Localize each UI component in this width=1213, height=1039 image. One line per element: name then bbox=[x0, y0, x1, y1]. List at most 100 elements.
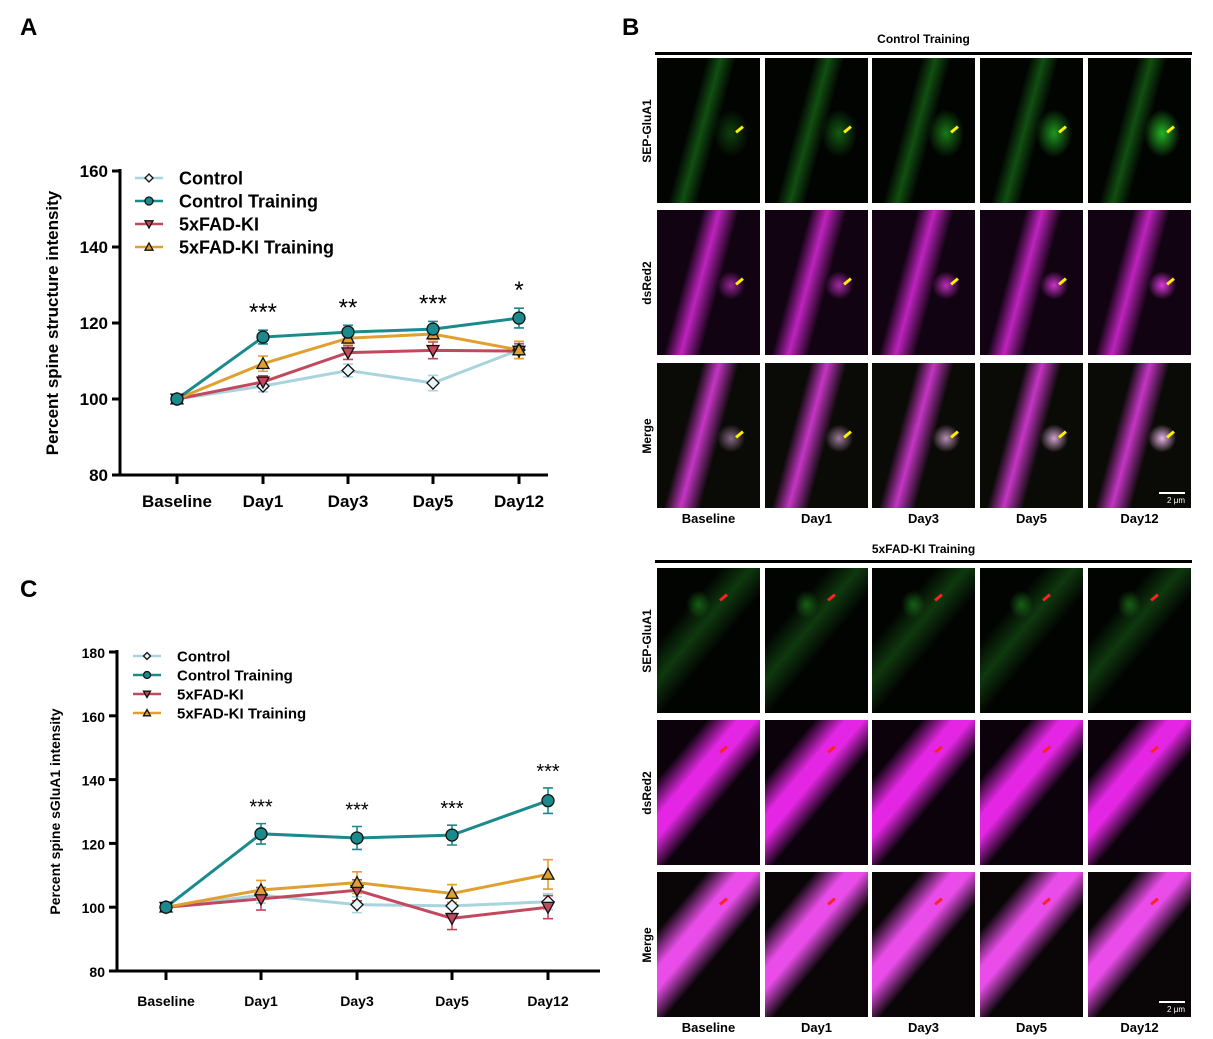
micrograph-tile: 2 μm bbox=[1088, 872, 1191, 1017]
arrow-icon bbox=[1042, 897, 1051, 906]
micrograph-tile bbox=[657, 720, 760, 865]
micrograph-tile bbox=[980, 363, 1083, 508]
arrow-icon bbox=[950, 125, 959, 134]
y-axis-label: Percent spine structure intensity bbox=[43, 190, 62, 455]
column-label: Day5 bbox=[1015, 1020, 1048, 1035]
row-label: Merge bbox=[640, 927, 654, 963]
arrow-icon bbox=[1166, 277, 1175, 286]
legend-entry: 5xFAD-KI bbox=[179, 214, 259, 234]
row-label: dsRed2 bbox=[640, 771, 654, 815]
scale-bar bbox=[1159, 1001, 1185, 1003]
legend-entry: 5xFAD-KI Training bbox=[179, 237, 334, 257]
column-label: Day3 bbox=[907, 1020, 940, 1035]
arrow-icon bbox=[735, 430, 744, 439]
group-divider bbox=[655, 52, 1192, 55]
micrograph-tile bbox=[765, 568, 868, 713]
micrograph-tile bbox=[872, 210, 975, 355]
scale-bar-label: 2 μm bbox=[1167, 496, 1185, 505]
x-tick-label: Day5 bbox=[413, 492, 454, 511]
arrow-icon bbox=[719, 745, 728, 754]
arrow-icon bbox=[950, 430, 959, 439]
column-label: Day1 bbox=[800, 511, 833, 526]
micrograph-tile bbox=[1088, 210, 1191, 355]
micrograph-tile bbox=[872, 363, 975, 508]
chart-c: 80 100 120 140 160 180 Baseline Day1 Day3 Day5 Day… bbox=[47, 645, 600, 1009]
micrograph-tile bbox=[765, 720, 868, 865]
micrograph-tile bbox=[872, 58, 975, 203]
micrograph-tile: 2 μm bbox=[1088, 363, 1191, 508]
significance-marker: *** bbox=[440, 798, 464, 820]
data-point bbox=[350, 897, 364, 912]
y-tick-label: 140 bbox=[80, 238, 108, 257]
data-point bbox=[253, 882, 269, 896]
legend-entry: Control Training bbox=[177, 667, 293, 684]
arrow-icon bbox=[843, 277, 852, 286]
micrograph-tile bbox=[765, 363, 868, 508]
significance-marker: * bbox=[514, 277, 523, 304]
arrow-icon bbox=[950, 277, 959, 286]
group-divider bbox=[655, 560, 1192, 563]
y-tick-label: 160 bbox=[82, 709, 106, 725]
data-point bbox=[340, 347, 356, 360]
arrow-icon bbox=[1150, 897, 1159, 906]
panel-label-a: A bbox=[20, 14, 38, 41]
legend-entry: Control bbox=[179, 168, 243, 188]
y-tick-label: 120 bbox=[80, 314, 108, 333]
micrograph-tile bbox=[980, 210, 1083, 355]
micrograph-tile bbox=[657, 872, 760, 1017]
y-tick-label: 100 bbox=[82, 900, 106, 916]
data-point bbox=[445, 828, 459, 842]
legend-marker bbox=[142, 670, 152, 680]
arrow-icon bbox=[1166, 430, 1175, 439]
data-point bbox=[255, 376, 271, 390]
x-tick-label: Baseline bbox=[142, 492, 212, 511]
arrow-icon bbox=[1150, 593, 1159, 602]
micrograph-tile bbox=[657, 210, 760, 355]
data-point bbox=[541, 794, 555, 808]
data-point bbox=[341, 363, 355, 378]
micrograph-tile bbox=[1088, 58, 1191, 203]
column-label: Day3 bbox=[907, 511, 940, 526]
data-point bbox=[444, 886, 460, 899]
data-point bbox=[512, 311, 526, 325]
data-point bbox=[444, 912, 460, 926]
arrow-icon bbox=[934, 897, 943, 906]
data-point bbox=[255, 356, 271, 370]
significance-marker: *** bbox=[249, 299, 277, 326]
micrograph-tile bbox=[980, 720, 1083, 865]
arrow-icon bbox=[719, 897, 728, 906]
arrow-icon bbox=[1150, 745, 1159, 754]
arrow-icon bbox=[934, 593, 943, 602]
legend-entry: 5xFAD-KI bbox=[177, 686, 244, 703]
y-tick-label: 180 bbox=[82, 645, 106, 661]
data-point bbox=[540, 867, 556, 880]
arrow-icon bbox=[735, 277, 744, 286]
group-title: Control Training bbox=[877, 32, 970, 46]
micrograph-tile bbox=[980, 872, 1083, 1017]
data-point bbox=[256, 330, 270, 344]
micrograph-tile bbox=[657, 363, 760, 508]
arrow-icon bbox=[1058, 125, 1067, 134]
legend-marker bbox=[143, 241, 155, 251]
y-tick-label: 140 bbox=[82, 773, 106, 789]
x-tick-label: Day12 bbox=[527, 993, 568, 1009]
row-label: Merge bbox=[640, 418, 654, 454]
arrow-icon bbox=[827, 745, 836, 754]
micrograph-tile bbox=[872, 568, 975, 713]
data-point bbox=[341, 325, 355, 339]
legend-marker bbox=[144, 196, 154, 206]
significance-marker: *** bbox=[536, 761, 560, 783]
micrograph-tile bbox=[657, 568, 760, 713]
data-point bbox=[425, 344, 441, 358]
x-tick-label: Day3 bbox=[328, 492, 369, 511]
arrow-icon bbox=[1042, 745, 1051, 754]
legend-marker bbox=[142, 651, 152, 661]
x-tick-label: Day12 bbox=[494, 492, 544, 511]
legend-entry: 5xFAD-KI Training bbox=[177, 705, 306, 722]
arrow-icon bbox=[1042, 593, 1051, 602]
x-tick-label: Day1 bbox=[243, 492, 284, 511]
data-point bbox=[426, 376, 440, 390]
micrograph-tile bbox=[980, 568, 1083, 713]
micrograph-tile bbox=[765, 210, 868, 355]
y-axis-label: Percent spine sGluA1 intensity bbox=[47, 708, 63, 914]
